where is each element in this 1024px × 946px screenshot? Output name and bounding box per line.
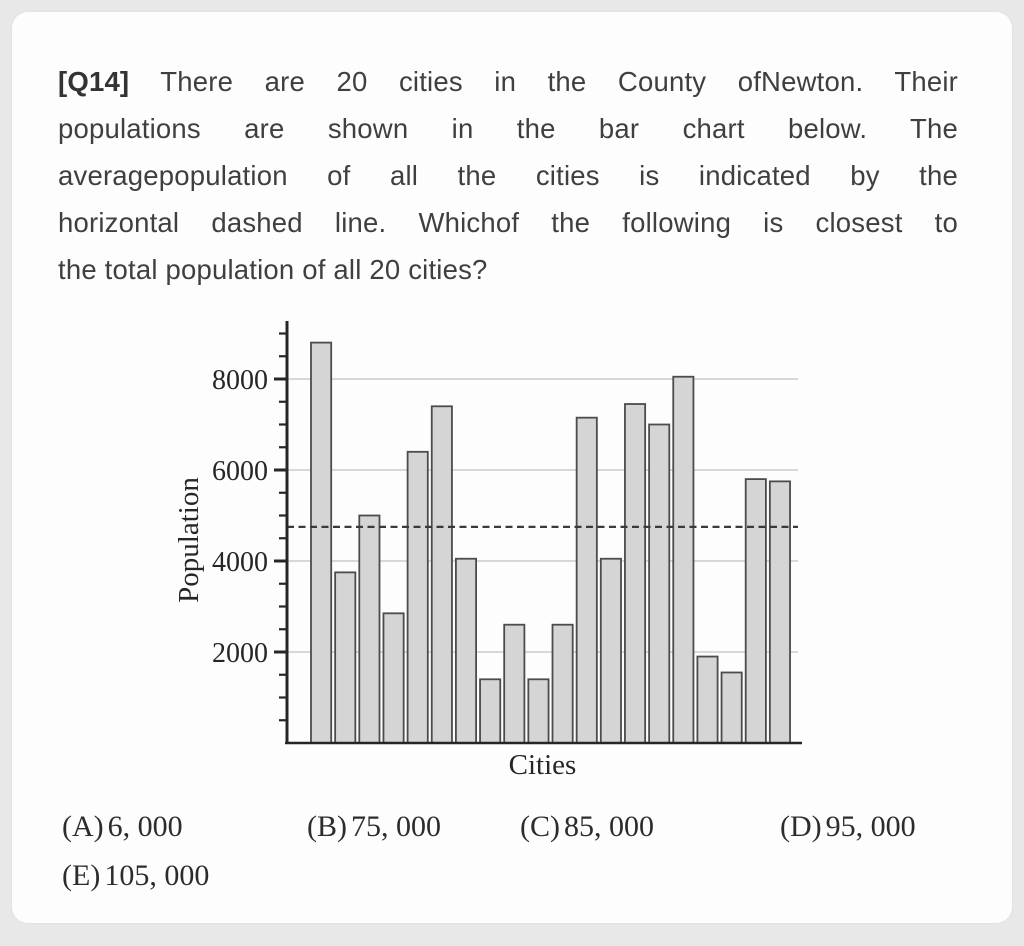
option-d-label: (D) bbox=[780, 810, 822, 843]
bar bbox=[744, 478, 767, 744]
population-bar-chart: 2000 4000 6000 8000 Population Cities bbox=[150, 300, 850, 792]
option-c[interactable]: (C) 85, 000 bbox=[520, 810, 654, 844]
bar bbox=[696, 655, 719, 744]
question-line-3: averagepopulation of all the cities is i… bbox=[58, 160, 958, 191]
y-tick-label: 4000 bbox=[212, 547, 268, 578]
bar bbox=[334, 571, 357, 744]
bar bbox=[720, 671, 743, 744]
question-line-1-text: There are 20 cities in the County ofNewt… bbox=[129, 66, 958, 97]
option-e[interactable]: (E) 105, 000 bbox=[62, 859, 209, 893]
option-a[interactable]: (A) 6, 000 bbox=[62, 810, 183, 844]
bar bbox=[479, 678, 502, 744]
option-a-value: 6, 000 bbox=[107, 810, 183, 843]
bar bbox=[624, 403, 647, 744]
answer-options: (A) 6, 000 (B) 75, 000 (C) 85, 000 (D) 95, 0… bbox=[12, 12, 1012, 923]
question-line-4: horizontal dashed line. Whichof the foll… bbox=[58, 207, 958, 238]
option-b-label: (B) bbox=[307, 810, 347, 843]
y-tick-label: 8000 bbox=[212, 365, 268, 396]
bar bbox=[527, 678, 550, 744]
option-e-label: (E) bbox=[62, 859, 101, 892]
question-number: [Q14] bbox=[58, 66, 130, 97]
population-bar-chart-svg: 2000 4000 6000 8000 Population Cities bbox=[173, 321, 802, 781]
option-d-value: 95, 000 bbox=[825, 810, 916, 843]
bar bbox=[672, 375, 695, 744]
option-c-value: 85, 000 bbox=[564, 810, 654, 843]
bar bbox=[454, 557, 477, 744]
question-text: [Q14] There are 20 cities in the County … bbox=[58, 58, 958, 293]
option-d[interactable]: (D) 95, 000 bbox=[780, 810, 916, 844]
bar bbox=[648, 423, 671, 744]
bar bbox=[382, 612, 405, 744]
bar bbox=[310, 341, 333, 744]
bar bbox=[575, 416, 598, 744]
bar bbox=[599, 557, 622, 744]
bar bbox=[768, 480, 791, 744]
question-card: [Q14] There are 20 cities in the County … bbox=[12, 12, 1012, 923]
option-e-value: 105, 000 bbox=[104, 859, 210, 892]
option-b-value: 75, 000 bbox=[351, 810, 441, 843]
question-line-1: [Q14] There are 20 cities in the County … bbox=[58, 58, 958, 105]
bar bbox=[503, 623, 526, 744]
y-tick-label: 2000 bbox=[212, 638, 268, 669]
bar bbox=[430, 405, 453, 744]
option-b[interactable]: (B) 75, 000 bbox=[307, 810, 441, 844]
question-line-2: populations are shown in the bar chart b… bbox=[58, 113, 958, 144]
question-line-5: the total population of all 20 cities? bbox=[58, 254, 488, 285]
bar bbox=[406, 450, 429, 744]
option-c-label: (C) bbox=[520, 810, 560, 843]
y-tick-label: 6000 bbox=[212, 456, 268, 487]
x-axis-title: Cities bbox=[509, 749, 577, 781]
bar bbox=[551, 623, 574, 744]
y-axis-title: Population bbox=[173, 477, 205, 603]
bar bbox=[358, 514, 381, 744]
option-a-label: (A) bbox=[62, 810, 104, 843]
